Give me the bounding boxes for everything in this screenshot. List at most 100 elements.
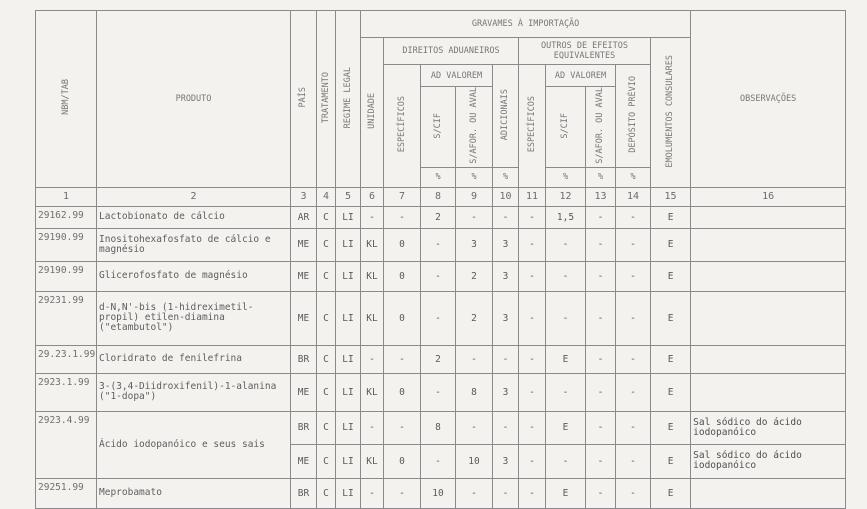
header-gravames: GRAVAMES À IMPORTAÇÃO — [359, 10, 692, 38]
header-ncm: NBM/TAB — [35, 10, 97, 188]
cell-value: - — [383, 410, 421, 445]
cell-value: LI — [335, 344, 361, 374]
cell-value: 0 — [383, 227, 421, 262]
cell-value: 0 — [383, 372, 421, 412]
cell-value: KL — [360, 260, 384, 292]
cell-value: - — [360, 205, 384, 229]
cell-value: - — [545, 260, 586, 292]
cell-value: E — [649, 260, 692, 292]
column-number: 10 — [492, 186, 519, 207]
header-tratamento: TRATAMENTO — [316, 10, 336, 188]
cell-value: BR — [290, 477, 317, 509]
cell-value: E — [649, 443, 692, 479]
table-row: 29190.99 Glicerofosfato de magnésio ME C LI K… — [35, 260, 847, 292]
ncm-code: 29190.99 — [35, 260, 97, 292]
product-name: 3-(3,4-Diidroxifenil)-1-alanina ("1-dopa… — [96, 372, 291, 412]
cell-value: AR — [290, 205, 317, 229]
product-name: Cloridrato de fenilefrina — [96, 344, 291, 374]
header-direitos: DIREITOS ADUANEIROS — [383, 37, 519, 65]
pct-label: % — [585, 166, 616, 188]
cell-value: E — [649, 477, 692, 509]
cell-value: - — [455, 410, 493, 445]
observation — [690, 290, 847, 346]
cell-value: - — [518, 205, 546, 229]
column-number: 15 — [649, 186, 692, 207]
cell-value: - — [455, 477, 493, 509]
cell-value: 10 — [455, 443, 493, 479]
cell-value: BR — [290, 344, 317, 374]
cell-value: 8 — [455, 372, 493, 412]
cell-value: - — [492, 205, 519, 229]
cell-value: - — [615, 290, 651, 346]
observation: Sal sódico do ácido iodopanóico — [690, 410, 847, 445]
column-number: 4 — [316, 186, 336, 207]
cell-value: - — [585, 344, 616, 374]
ncm-code: 29231.99 — [35, 290, 97, 346]
cell-value: - — [585, 372, 616, 412]
cell-value: 3 — [492, 372, 519, 412]
product-name: Inositohexafosfato de cálcio e magnésio — [96, 227, 291, 262]
cell-value: 10 — [420, 477, 456, 509]
cell-value: E — [649, 227, 692, 262]
cell-value: C — [316, 290, 336, 346]
header-regime: REGIME LEGAL — [335, 10, 361, 188]
cell-value: - — [518, 290, 546, 346]
cell-value: - — [383, 477, 421, 509]
column-number: 8 — [420, 186, 456, 207]
header-ad-valorem: AD VALOREM — [420, 64, 493, 87]
cell-value: C — [316, 227, 336, 262]
column-number: 6 — [360, 186, 384, 207]
pct-label: % — [615, 166, 651, 188]
cell-value: 0 — [383, 290, 421, 346]
table-body: 29162.99 Lactobionato de cálcio AR C LI - -2- -… — [35, 205, 847, 509]
header-especificos: ESPECÍFICOS — [383, 64, 421, 188]
cell-value: - — [455, 205, 493, 229]
cell-value: E — [649, 410, 692, 445]
cell-value: 1,5 — [545, 205, 586, 229]
header-emolumentos: EMOLUMENTOS CONSULARES — [649, 37, 692, 188]
cell-value: - — [585, 477, 616, 509]
cell-value: 2 — [420, 344, 456, 374]
observation — [690, 344, 847, 374]
header-adicionais: ADICIONAIS — [492, 64, 519, 168]
ncm-code: 29190.99 — [35, 227, 97, 262]
table-row: 29190.99 Inositohexafosfato de cálcio e m… — [35, 227, 847, 262]
cell-value: - — [492, 410, 519, 445]
header-pais: PAÍS — [290, 10, 317, 188]
cell-value: - — [518, 372, 546, 412]
header-observacoes: OBSERVAÇÕES — [690, 10, 847, 188]
cell-value: 3 — [492, 443, 519, 479]
header-produto: PRODUTO — [96, 10, 291, 188]
cell-value: - — [383, 205, 421, 229]
cell-value: - — [545, 290, 586, 346]
cell-value: 2 — [455, 290, 493, 346]
cell-value: 3 — [492, 227, 519, 262]
cell-value: E — [649, 372, 692, 412]
cell-value: LI — [335, 372, 361, 412]
cell-value: ME — [290, 290, 317, 346]
ncm-code: 2923.4.99 — [35, 410, 97, 479]
cell-value: C — [316, 260, 336, 292]
cell-value: LI — [335, 290, 361, 346]
cell-value: - — [420, 260, 456, 292]
header-s-afor-outros: S/AFOR. OU AVAL — [585, 86, 616, 168]
column-number: 3 — [290, 186, 317, 207]
cell-value: - — [585, 205, 616, 229]
cell-value: BR — [290, 410, 317, 445]
cell-value: - — [615, 410, 651, 445]
observation: Sal sódico do ácido iodopanóico — [690, 443, 847, 479]
cell-value: KL — [360, 290, 384, 346]
observation — [690, 227, 847, 262]
cell-value: - — [545, 227, 586, 262]
cell-value: E — [649, 290, 692, 346]
column-number: 7 — [383, 186, 421, 207]
cell-value: LI — [335, 443, 361, 479]
cell-value: - — [615, 443, 651, 479]
cell-value: 3 — [455, 227, 493, 262]
column-number: 13 — [585, 186, 616, 207]
cell-value: ME — [290, 260, 317, 292]
cell-value: - — [518, 227, 546, 262]
cell-value: - — [518, 344, 546, 374]
column-number: 2 — [96, 186, 291, 207]
column-number: 1 — [35, 186, 97, 207]
